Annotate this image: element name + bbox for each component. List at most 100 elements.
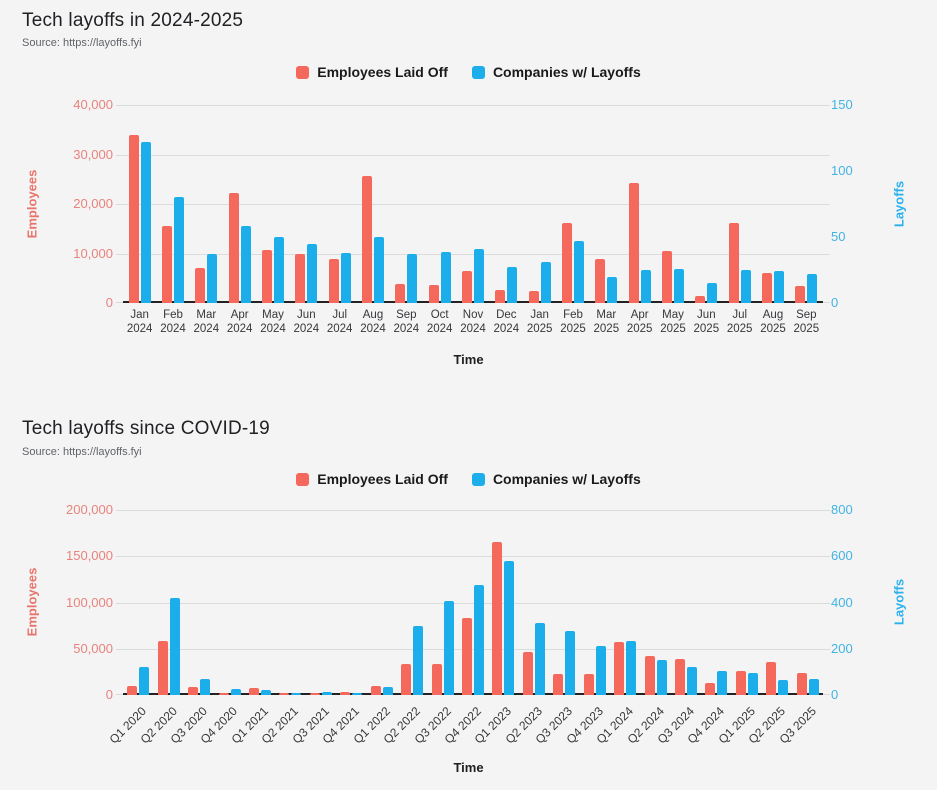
x-tick-label: May 2024 — [260, 309, 286, 335]
bar-employees-laid-off[interactable] — [662, 251, 672, 303]
bar-companies-with-layoffs[interactable] — [507, 267, 517, 303]
bar-employees-laid-off[interactable] — [645, 656, 655, 696]
bar-employees-laid-off[interactable] — [553, 673, 563, 695]
bar-employees-laid-off[interactable] — [705, 683, 715, 695]
bar-employees-laid-off[interactable] — [362, 175, 372, 303]
bar-companies-with-layoffs[interactable] — [407, 254, 417, 303]
bar-employees-laid-off[interactable] — [614, 642, 624, 695]
bar-employees-laid-off[interactable] — [127, 686, 137, 695]
bar-companies-with-layoffs[interactable] — [200, 678, 210, 695]
bar-employees-laid-off[interactable] — [462, 618, 472, 695]
bar-employees-laid-off[interactable] — [797, 672, 807, 695]
bar-employees-laid-off[interactable] — [762, 272, 772, 303]
legend-item-companies[interactable]: Companies w/ Layoffs — [471, 471, 641, 487]
bar-companies-with-layoffs[interactable] — [322, 692, 332, 695]
bar-companies-with-layoffs[interactable] — [383, 686, 393, 695]
bar-employees-laid-off[interactable] — [262, 250, 272, 303]
bar-employees-laid-off[interactable] — [432, 663, 442, 696]
bar-companies-with-layoffs[interactable] — [778, 680, 788, 695]
y-tick-label-left: 10,000 — [73, 245, 113, 261]
bar-employees-laid-off[interactable] — [562, 222, 572, 303]
bar-employees-laid-off[interactable] — [729, 222, 739, 303]
bar-employees-laid-off[interactable] — [340, 692, 350, 695]
bar-companies-with-layoffs[interactable] — [565, 631, 575, 695]
bar-employees-laid-off[interactable] — [429, 285, 439, 303]
bar-companies-with-layoffs[interactable] — [307, 243, 317, 303]
bar-employees-laid-off[interactable] — [695, 296, 705, 303]
bar-companies-with-layoffs[interactable] — [441, 251, 451, 303]
bar-companies-with-layoffs[interactable] — [291, 693, 301, 696]
bar-employees-laid-off[interactable] — [462, 270, 472, 303]
bar-companies-with-layoffs[interactable] — [374, 237, 384, 303]
y-tick-label-left: 150,000 — [66, 548, 113, 564]
bar-companies-with-layoffs[interactable] — [774, 271, 784, 303]
bar-companies-with-layoffs[interactable] — [231, 689, 241, 695]
bar-employees-laid-off[interactable] — [158, 640, 168, 695]
bar-employees-laid-off[interactable] — [295, 253, 305, 303]
bar-employees-laid-off[interactable] — [129, 134, 139, 303]
bar-employees-laid-off[interactable] — [329, 259, 339, 303]
y-tick-label-right: 800 — [831, 502, 853, 517]
legend-swatch-employees — [296, 65, 310, 79]
bar-companies-with-layoffs[interactable] — [607, 276, 617, 303]
y-tick-label-left: 0 — [105, 687, 113, 702]
bar-employees-laid-off[interactable] — [492, 541, 502, 695]
bar-companies-with-layoffs[interactable] — [474, 248, 484, 303]
bar-companies-with-layoffs[interactable] — [626, 640, 636, 695]
bar-employees-laid-off[interactable] — [584, 673, 594, 695]
bar-employees-laid-off[interactable] — [310, 692, 320, 695]
bar-companies-with-layoffs[interactable] — [535, 623, 545, 695]
bar-employees-laid-off[interactable] — [188, 686, 198, 695]
bar-companies-with-layoffs[interactable] — [141, 142, 151, 303]
bar-employees-laid-off[interactable] — [195, 267, 205, 303]
bar-employees-laid-off[interactable] — [249, 687, 259, 695]
bar-companies-with-layoffs[interactable] — [687, 667, 697, 696]
legend-item-companies[interactable]: Companies w/ Layoffs — [471, 64, 641, 80]
bar-companies-with-layoffs[interactable] — [241, 226, 251, 303]
bar-companies-with-layoffs[interactable] — [541, 262, 551, 303]
legend-swatch-employees — [296, 472, 310, 486]
bar-employees-laid-off[interactable] — [219, 693, 229, 696]
bar-companies-with-layoffs[interactable] — [207, 254, 217, 303]
bar-companies-with-layoffs[interactable] — [741, 270, 751, 303]
bar-employees-laid-off[interactable] — [395, 284, 405, 303]
bar-companies-with-layoffs[interactable] — [413, 625, 423, 695]
bar-employees-laid-off[interactable] — [162, 225, 172, 303]
bar-companies-with-layoffs[interactable] — [574, 241, 584, 303]
bar-companies-with-layoffs[interactable] — [444, 601, 454, 695]
bar-employees-laid-off[interactable] — [675, 658, 685, 695]
bar-employees-laid-off[interactable] — [529, 291, 539, 303]
bar-companies-with-layoffs[interactable] — [352, 693, 362, 696]
bar-employees-laid-off[interactable] — [736, 670, 746, 695]
bar-employees-laid-off[interactable] — [401, 663, 411, 696]
bar-companies-with-layoffs[interactable] — [748, 672, 758, 695]
bar-companies-with-layoffs[interactable] — [341, 252, 351, 303]
bar-companies-with-layoffs[interactable] — [807, 274, 817, 303]
legend-item-employees[interactable]: Employees Laid Off — [296, 471, 448, 487]
bar-employees-laid-off[interactable] — [766, 662, 776, 695]
bar-employees-laid-off[interactable] — [495, 290, 505, 303]
legend-item-employees[interactable]: Employees Laid Off — [296, 64, 448, 80]
bar-companies-with-layoffs[interactable] — [504, 560, 514, 695]
bar-companies-with-layoffs[interactable] — [657, 660, 667, 695]
bar-companies-with-layoffs[interactable] — [474, 585, 484, 695]
bar-employees-laid-off[interactable] — [795, 286, 805, 303]
bar-companies-with-layoffs[interactable] — [641, 270, 651, 303]
bar-companies-with-layoffs[interactable] — [174, 197, 184, 303]
bar-companies-with-layoffs[interactable] — [809, 679, 819, 695]
bar-employees-laid-off[interactable] — [279, 693, 289, 695]
bar-companies-with-layoffs[interactable] — [170, 597, 180, 695]
bar-companies-with-layoffs[interactable] — [674, 268, 684, 303]
bar-companies-with-layoffs[interactable] — [707, 283, 717, 303]
bar-employees-laid-off[interactable] — [523, 652, 533, 695]
bar-employees-laid-off[interactable] — [371, 686, 381, 695]
bar-employees-laid-off[interactable] — [595, 259, 605, 303]
bar-companies-with-layoffs[interactable] — [717, 670, 727, 695]
bar-employees-laid-off[interactable] — [629, 182, 639, 303]
bar-companies-with-layoffs[interactable] — [596, 646, 606, 695]
bar-companies-with-layoffs[interactable] — [139, 667, 149, 696]
bar-companies-with-layoffs[interactable] — [261, 689, 271, 695]
bar-companies-with-layoffs[interactable] — [274, 237, 284, 303]
gridline — [123, 510, 823, 511]
bar-employees-laid-off[interactable] — [229, 193, 239, 303]
